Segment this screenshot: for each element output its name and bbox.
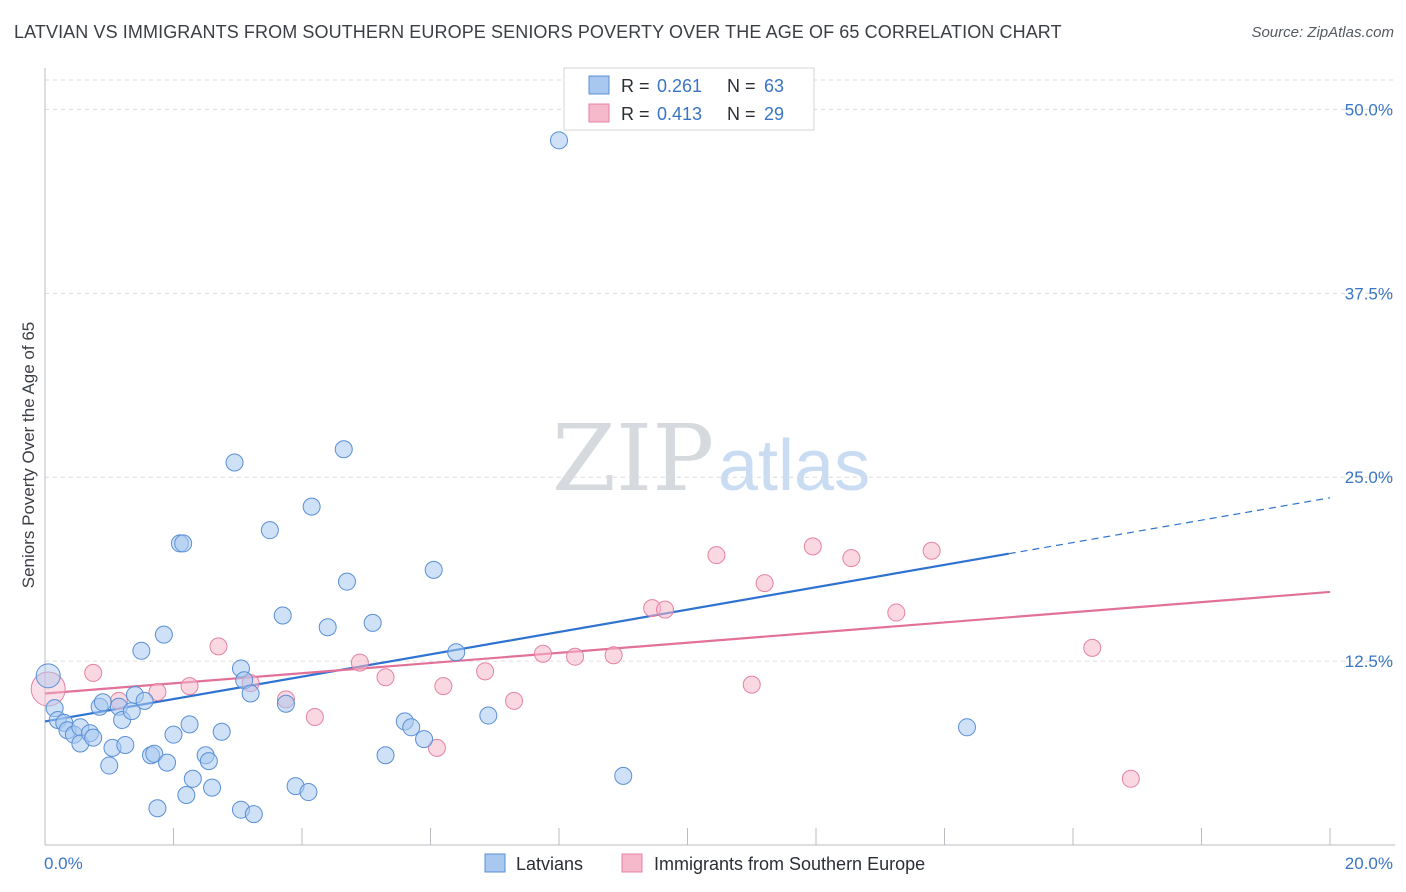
- data-point-latvians: [447, 643, 466, 662]
- trend-lines: [44, 497, 1331, 723]
- legend-swatch-latvians: [588, 75, 610, 95]
- y-tick-label: 50.0%: [1345, 100, 1393, 119]
- data-point-southern: [350, 653, 369, 672]
- bottom-legend-swatch-latvians: [484, 853, 506, 873]
- data-point-latvians: [424, 560, 443, 579]
- data-point-southern: [922, 541, 941, 560]
- data-point-latvians: [479, 706, 498, 725]
- source-credit: Source: ZipAtlas.com: [1251, 24, 1394, 41]
- data-point-latvians: [273, 606, 292, 625]
- trend-line-latvians: [44, 552, 1009, 723]
- data-point-southern: [742, 675, 761, 694]
- y-tick-label: 37.5%: [1345, 284, 1393, 303]
- legend-swatch-southern: [588, 103, 610, 123]
- data-point-latvians: [318, 618, 337, 637]
- data-point-southern: [842, 549, 861, 568]
- data-point-southern: [84, 663, 103, 682]
- data-point-latvians: [164, 725, 183, 744]
- data-point-latvians: [84, 728, 103, 747]
- legend-r-label-1: R =: [621, 76, 650, 96]
- data-point-latvians: [35, 663, 61, 689]
- data-point-southern: [476, 662, 495, 681]
- data-point-latvians: [241, 684, 260, 703]
- bottom-legend-latvians: Latvians: [516, 854, 583, 874]
- data-point-latvians: [302, 497, 321, 516]
- data-point-southern: [707, 546, 726, 565]
- grid: [45, 79, 1395, 662]
- data-point-latvians: [225, 453, 244, 472]
- data-point-latvians: [276, 694, 295, 713]
- x-tick-label-min: 0.0%: [44, 854, 83, 873]
- data-point-southern: [376, 668, 395, 687]
- data-point-southern: [305, 708, 324, 727]
- legend-n-value-1: 63: [764, 76, 784, 96]
- data-point-southern: [148, 683, 167, 701]
- data-point-latvians: [100, 756, 119, 775]
- data-point-southern: [566, 647, 585, 666]
- data-point-latvians: [957, 718, 976, 737]
- data-point-latvians: [132, 641, 151, 660]
- x-tick-label-max: 20.0%: [1345, 854, 1393, 873]
- data-point-latvians: [203, 778, 222, 797]
- data-point-latvians: [183, 769, 202, 788]
- data-point-latvians: [415, 730, 434, 749]
- data-point-southern: [656, 600, 675, 619]
- data-point-latvians: [135, 691, 154, 710]
- data-points: [30, 131, 1140, 824]
- y-axis-label: Seniors Poverty Over the Age of 65: [19, 322, 38, 588]
- data-point-southern: [533, 644, 552, 663]
- data-point-latvians: [154, 625, 173, 644]
- legend-r-label-2: R =: [621, 104, 650, 124]
- legend-top: R = 0.261 N = 63 R = 0.413 N = 29: [563, 67, 815, 131]
- trend-line-southern: [44, 590, 1331, 695]
- data-point-latvians: [363, 613, 382, 632]
- data-point-southern: [887, 603, 906, 622]
- data-point-southern: [604, 646, 623, 665]
- data-point-southern: [1121, 769, 1140, 788]
- data-point-southern: [180, 677, 199, 696]
- data-point-latvians: [158, 753, 177, 772]
- data-point-latvians: [402, 718, 421, 737]
- data-point-latvians: [550, 131, 568, 150]
- data-point-southern: [803, 537, 822, 556]
- legend-n-label-1: N =: [727, 76, 756, 96]
- data-point-latvians: [174, 534, 193, 553]
- axes: 12.5% 25.0% 37.5% 50.0% 0.0% 20.0%: [44, 68, 1395, 873]
- data-point-latvians: [180, 715, 199, 734]
- data-point-latvians: [199, 752, 218, 771]
- data-point-latvians: [244, 805, 263, 824]
- data-point-latvians: [299, 783, 318, 802]
- watermark-atlas: atlas: [718, 426, 870, 506]
- legend-r-value-1: 0.261: [657, 76, 702, 96]
- data-point-latvians: [376, 746, 395, 765]
- data-point-latvians: [260, 521, 279, 540]
- watermark-zip: ZIP: [552, 405, 714, 512]
- data-point-southern: [434, 677, 453, 696]
- legend-r-value-2: 0.413: [657, 104, 702, 124]
- bottom-legend-southern: Immigrants from Southern Europe: [654, 854, 925, 874]
- trend-line-latvians-extension: [1008, 497, 1331, 555]
- legend-n-value-2: 29: [764, 104, 784, 124]
- data-point-southern: [755, 574, 774, 593]
- data-point-southern: [427, 738, 446, 757]
- data-point-southern: [1083, 638, 1102, 657]
- data-point-latvians: [337, 572, 356, 591]
- y-tick-label: 25.0%: [1345, 468, 1393, 487]
- bottom-legend-swatch-southern: [621, 853, 643, 873]
- data-point-southern: [209, 637, 228, 656]
- data-point-southern: [505, 691, 524, 710]
- y-tick-label: 12.5%: [1345, 652, 1393, 671]
- legend-bottom: Latvians Immigrants from Southern Europe: [484, 853, 925, 874]
- data-point-latvians: [334, 440, 353, 459]
- data-point-latvians: [93, 693, 112, 712]
- data-point-latvians: [148, 799, 167, 818]
- data-point-latvians: [614, 766, 633, 785]
- data-point-latvians: [212, 722, 231, 741]
- legend-n-label-2: N =: [727, 104, 756, 124]
- data-point-latvians: [177, 785, 196, 804]
- chart-title: LATVIAN VS IMMIGRANTS FROM SOUTHERN EURO…: [14, 22, 1062, 42]
- data-point-latvians: [145, 744, 164, 763]
- data-point-latvians: [116, 735, 135, 754]
